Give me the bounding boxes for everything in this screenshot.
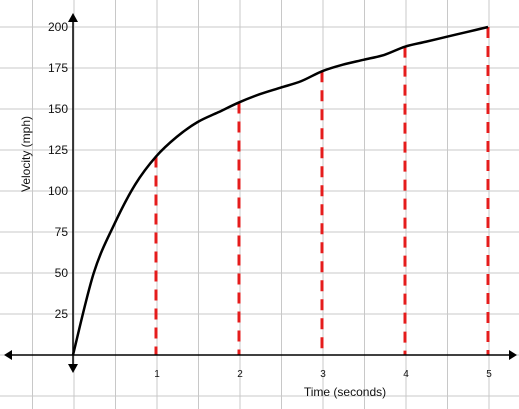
y-tick-125: 125	[48, 143, 68, 157]
y-axis-top-arrow	[68, 13, 78, 22]
x-axis-right-arrow	[509, 350, 517, 360]
vertical-markers	[154, 27, 490, 355]
x-tick-2: 2	[237, 369, 243, 380]
y-tick-175: 175	[48, 61, 68, 75]
y-tick-100: 100	[48, 184, 68, 198]
x-tick-3: 3	[320, 369, 326, 380]
x-axis-left-arrow	[4, 350, 12, 360]
x-tick-1: 1	[154, 369, 160, 380]
x-tick-4: 4	[403, 369, 409, 380]
velocity-curve	[71, 25, 489, 356]
x-tick-labels: 1 2 3 4 5	[154, 369, 492, 380]
axes	[4, 13, 517, 373]
y-tick-75: 75	[55, 225, 69, 239]
y-tick-150: 150	[48, 102, 68, 116]
y-tick-25: 25	[55, 307, 69, 321]
y-axis-title: Velocity (mph)	[19, 116, 33, 192]
y-axis-bottom-arrow	[68, 364, 78, 373]
x-axis-title: Time (seconds)	[304, 385, 386, 399]
y-tick-labels: 25 50 75 100 125 150 175 200	[48, 20, 68, 321]
y-tick-200: 200	[48, 20, 68, 34]
y-tick-50: 50	[55, 266, 69, 280]
x-tick-5: 5	[486, 369, 492, 380]
